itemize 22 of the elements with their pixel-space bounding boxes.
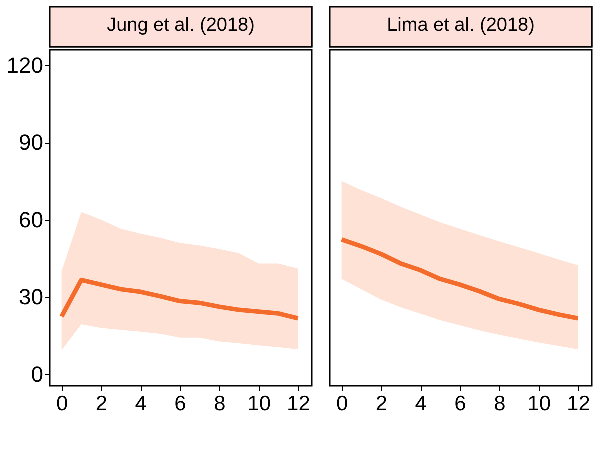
x-tick-label: 10 — [528, 392, 551, 416]
x-tick-label: 0 — [336, 392, 348, 416]
x-tick-label: 12 — [287, 392, 310, 416]
x-tick-label: 8 — [494, 392, 506, 416]
x-tick-label: 0 — [56, 392, 68, 416]
line-series — [60, 278, 300, 321]
chart-title: Lima et al. (2018) — [387, 15, 535, 36]
y-tick-label: 30 — [19, 284, 44, 310]
y-tick-label: 0 — [31, 362, 44, 387]
y-tick-label: 120 — [6, 52, 44, 78]
x-tick-label: 8 — [214, 392, 226, 416]
x-tick-label: 4 — [415, 392, 428, 416]
x-tick-label: 6 — [174, 392, 186, 416]
x-tick-label: 6 — [454, 392, 466, 416]
x-tick-label: 10 — [248, 392, 271, 416]
y-tick-label: 90 — [19, 130, 44, 156]
y-tick-label: 60 — [19, 207, 44, 232]
x-tick-label: 12 — [567, 392, 590, 416]
x-tick-label: 4 — [135, 392, 148, 416]
chart-title: Jung et al. (2018) — [107, 15, 255, 36]
x-tick-label: 2 — [96, 392, 108, 416]
x-tick-label: 2 — [376, 392, 388, 416]
